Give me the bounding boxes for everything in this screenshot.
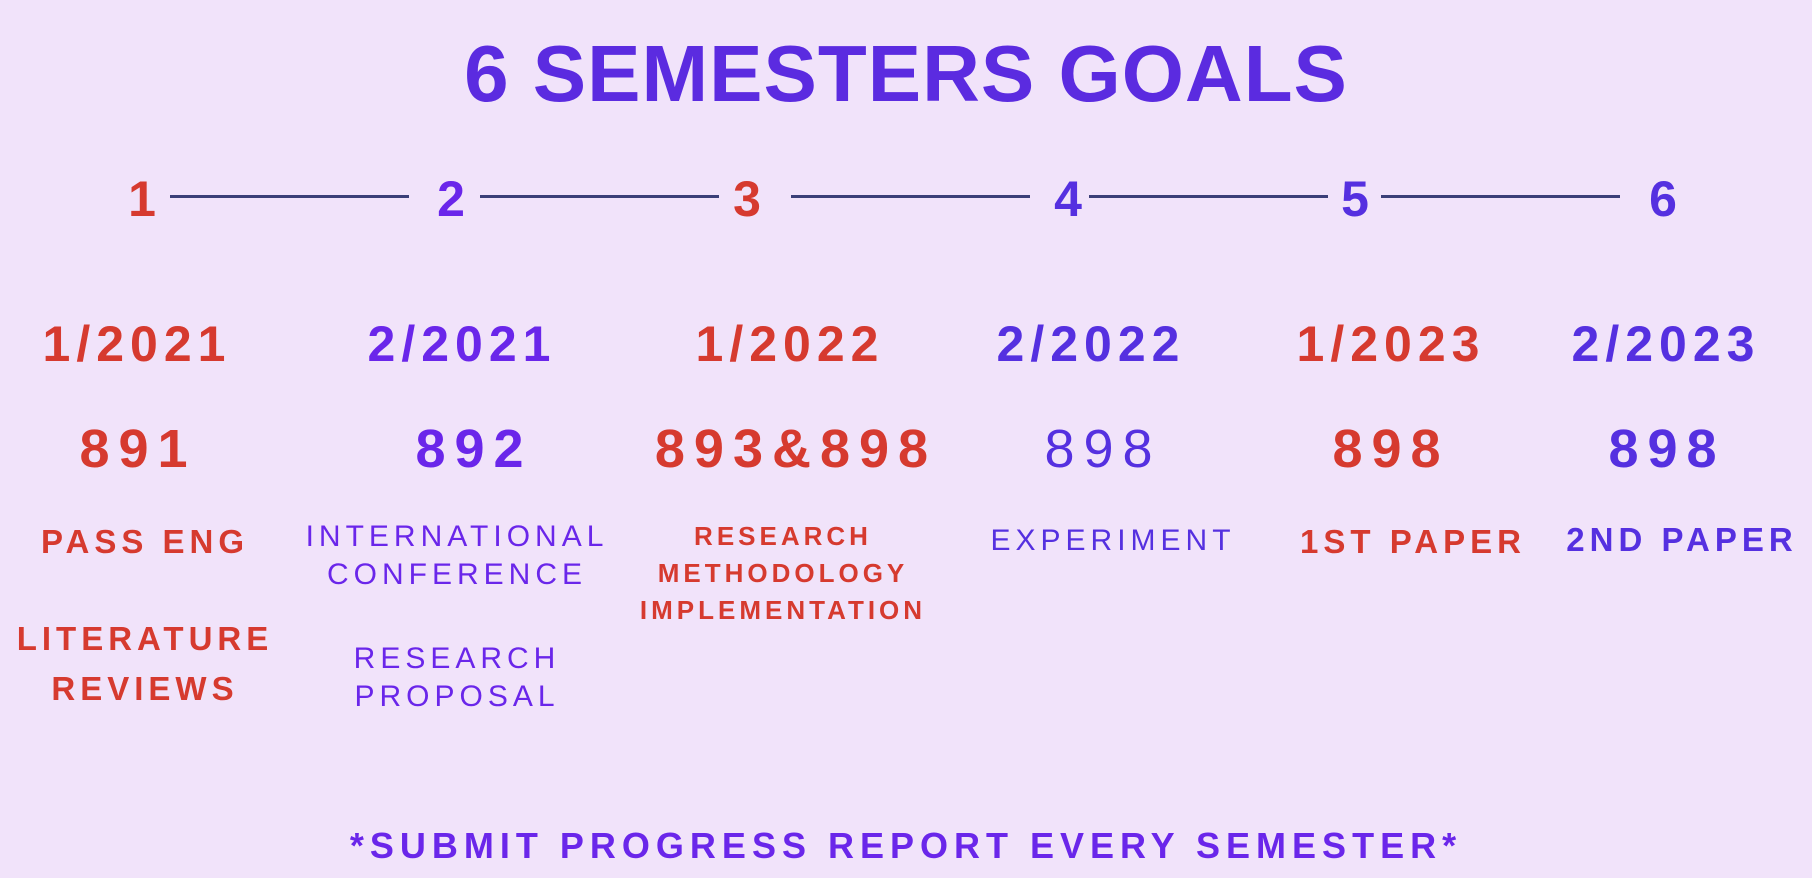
- goal-pass-eng: PASS ENG: [40, 523, 250, 560]
- goal-methodology-line-2: METHODOLOGY: [657, 558, 909, 588]
- step-6-number: 6: [1649, 171, 1677, 227]
- goal-proposal-line-2: PROPOSAL: [354, 680, 560, 713]
- step-1-number: 1: [128, 171, 156, 227]
- course-code-1: 891: [79, 419, 197, 479]
- semester-label-6: 2/2023: [1571, 316, 1761, 372]
- goal-international-line-2: CONFERENCE: [326, 558, 587, 591]
- semester-label-2: 2/2021: [367, 316, 557, 372]
- semester-label-3: 1/2022: [695, 316, 885, 372]
- goal-research-proposal: RESEARCH PROPOSAL: [354, 640, 561, 716]
- goal-2nd-paper: 2ND PAPER: [1566, 521, 1798, 558]
- step-4-number: 4: [1054, 171, 1082, 227]
- step-2-number: 2: [437, 171, 465, 227]
- goal-methodology-line-1: RESEARCH: [694, 521, 872, 551]
- goal-proposal-line-1: RESEARCH: [353, 642, 561, 675]
- goal-experiment: EXPERIMENT: [990, 524, 1236, 557]
- step-5-number: 5: [1341, 171, 1369, 227]
- course-code-5: 898: [1332, 419, 1450, 479]
- timeline-connector-3-4: [791, 195, 1030, 198]
- course-code-2: 892: [415, 419, 533, 479]
- course-code-6: 898: [1608, 419, 1726, 479]
- semester-label-5: 1/2023: [1296, 316, 1486, 372]
- goal-literature-reviews: LITERATURE REVIEWS: [17, 614, 274, 714]
- timeline-connector-1-2: [170, 195, 409, 198]
- goal-international-conference: INTERNATIONAL CONFERENCE: [306, 518, 609, 594]
- goal-literature-line-2: REVIEWS: [51, 670, 239, 707]
- timeline-connector-5-6: [1381, 195, 1620, 198]
- course-code-3: 893&898: [654, 419, 938, 479]
- page-title: 6 SEMESTERS GOALS: [464, 29, 1348, 118]
- goal-methodology-line-3: IMPLEMENTATION: [639, 595, 927, 625]
- timeline-connector-2-3: [480, 195, 719, 198]
- timeline-connector-4-5: [1089, 195, 1328, 198]
- goal-literature-line-1: LITERATURE: [16, 620, 274, 657]
- footer-note: *SUBMIT PROGRESS REPORT EVERY SEMESTER*: [349, 825, 1463, 866]
- goal-international-line-1: INTERNATIONAL: [305, 520, 609, 553]
- semester-label-4: 2/2022: [996, 316, 1186, 372]
- step-3-number: 3: [733, 171, 761, 227]
- goal-1st-paper: 1ST PAPER: [1300, 523, 1526, 560]
- course-code-4: 898: [1044, 419, 1162, 479]
- semester-label-1: 1/2021: [42, 316, 232, 372]
- goal-research-methodology-implementation: RESEARCH METHODOLOGY IMPLEMENTATION: [640, 518, 926, 629]
